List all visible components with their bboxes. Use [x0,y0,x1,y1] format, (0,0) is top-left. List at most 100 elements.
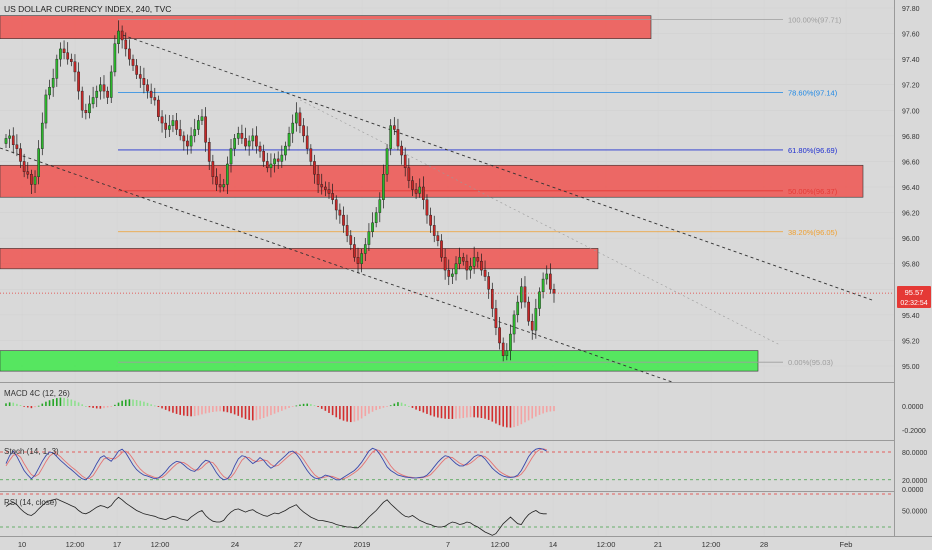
fib-levels-layer: 100.00%(97.71) 78.60%(97.14) 61.80%(96.69)… [118,16,842,367]
candle-body [15,144,19,149]
lower-trendline[interactable] [0,147,673,383]
macd-bar [422,406,425,413]
macd-bar [8,402,11,406]
macd-bar [226,406,229,413]
candle-body [153,97,157,101]
zone-top[interactable] [0,15,652,39]
candle-body [91,97,95,105]
candle-body [233,138,236,149]
macd-bar [313,405,316,407]
macd-label: MACD 4C (12, 26) [4,389,70,398]
candle-body [334,199,338,211]
price-tick-label: 97.00 [902,108,920,115]
macd-bar [473,406,475,418]
candle-body [193,129,197,137]
macd-bar [186,406,189,417]
candle-body [84,110,88,114]
macd-bar [201,406,203,415]
macd-bar [484,406,486,419]
price-axis[interactable]: 97.80 97.60 97.40 97.20 97.00 96.80 96.60 96.40… [902,6,920,371]
macd-bar [553,406,555,412]
zone-upper-mid[interactable] [0,164,864,198]
candle-body [324,186,327,190]
time-tick-label: Feb [840,540,853,549]
candle-body [374,212,378,223]
macd-bar [146,402,149,406]
macd-bar [545,406,548,413]
macd-bar [458,406,461,419]
macd-bar [357,406,359,421]
time-tick-label: 14 [549,540,557,549]
candle-body [371,222,374,232]
time-tick-label: 2019 [354,540,371,549]
candle-body [494,308,498,328]
macd-bar [85,406,87,407]
candle-body [451,273,454,277]
candle-body [403,154,407,169]
candle-body [530,321,534,331]
macd-bar [175,406,178,414]
rsi-pane[interactable]: RSI (14, close) [0,493,894,536]
macd-bar [502,406,504,427]
candle-body [19,148,22,162]
candle-body [342,214,345,226]
candle-body [414,189,418,194]
macd-bar [41,403,44,406]
macd-bar [411,406,414,408]
macd-bar [513,406,515,428]
fib-level-label: 0.00%(95.03) [788,358,834,367]
macd-bar [16,403,18,406]
macd-bar [418,406,421,412]
macd-bar [455,406,457,419]
price-tick-label: 97.60 [902,32,920,39]
price-tick-label: 95.20 [902,338,920,345]
macd-bar [462,406,465,418]
price-tag: 95.57 02:32:54 [897,286,931,308]
stoch-tick-label: 20.0000 [902,478,927,485]
candle-body [509,333,512,351]
macd-bar [320,406,323,409]
macd-bar [498,406,501,426]
candle-body [400,145,403,156]
candle-body [527,301,530,322]
macd-bar [429,406,432,416]
zone-mid[interactable] [0,248,599,270]
macd-bar [437,406,439,418]
macd-pane[interactable]: MACD 4C (12, 26) [4,389,555,428]
macd-bar [535,406,537,417]
macd-bar [531,406,534,419]
stoch-pane[interactable]: Stoch (14, 1, 3) [0,447,894,481]
macd-bar [306,403,309,406]
macd-bar [415,406,417,410]
candle-body [37,148,40,177]
candle-body [487,276,491,290]
macd-bar [230,406,232,414]
macd-bar [288,406,290,408]
candle-body [512,314,516,335]
candle-body [164,122,168,130]
macd-bar [34,406,36,408]
zone-demand[interactable] [0,350,759,372]
time-axis[interactable]: 10 12:00 17 12:00 24 27 2019 7 12:00 14 12:00 21 12:… [18,540,853,549]
candle-body [392,125,396,130]
candle-body [534,308,538,331]
candle-body [338,209,342,216]
candle-body [59,48,62,60]
macd-bar [52,399,54,406]
candle-body [88,103,91,114]
upper-trendline[interactable] [116,32,873,301]
macd-bar [360,406,363,419]
candle-body [407,167,411,181]
macd-bar [237,406,240,416]
macd-bar [389,405,392,407]
macd-bar [26,406,29,408]
candle-body [305,135,309,149]
main-pane[interactable]: 100.00%(97.71) 78.60%(97.14) 61.80%(96.69)… [0,0,894,536]
macd-bar [331,406,334,416]
fib-level-label: 50.00%(96.37) [788,187,838,196]
macd-bar [244,406,247,419]
macd-bar [520,406,523,425]
candle-body [171,120,175,126]
candle-body [549,273,552,290]
macd-bar [161,406,163,409]
